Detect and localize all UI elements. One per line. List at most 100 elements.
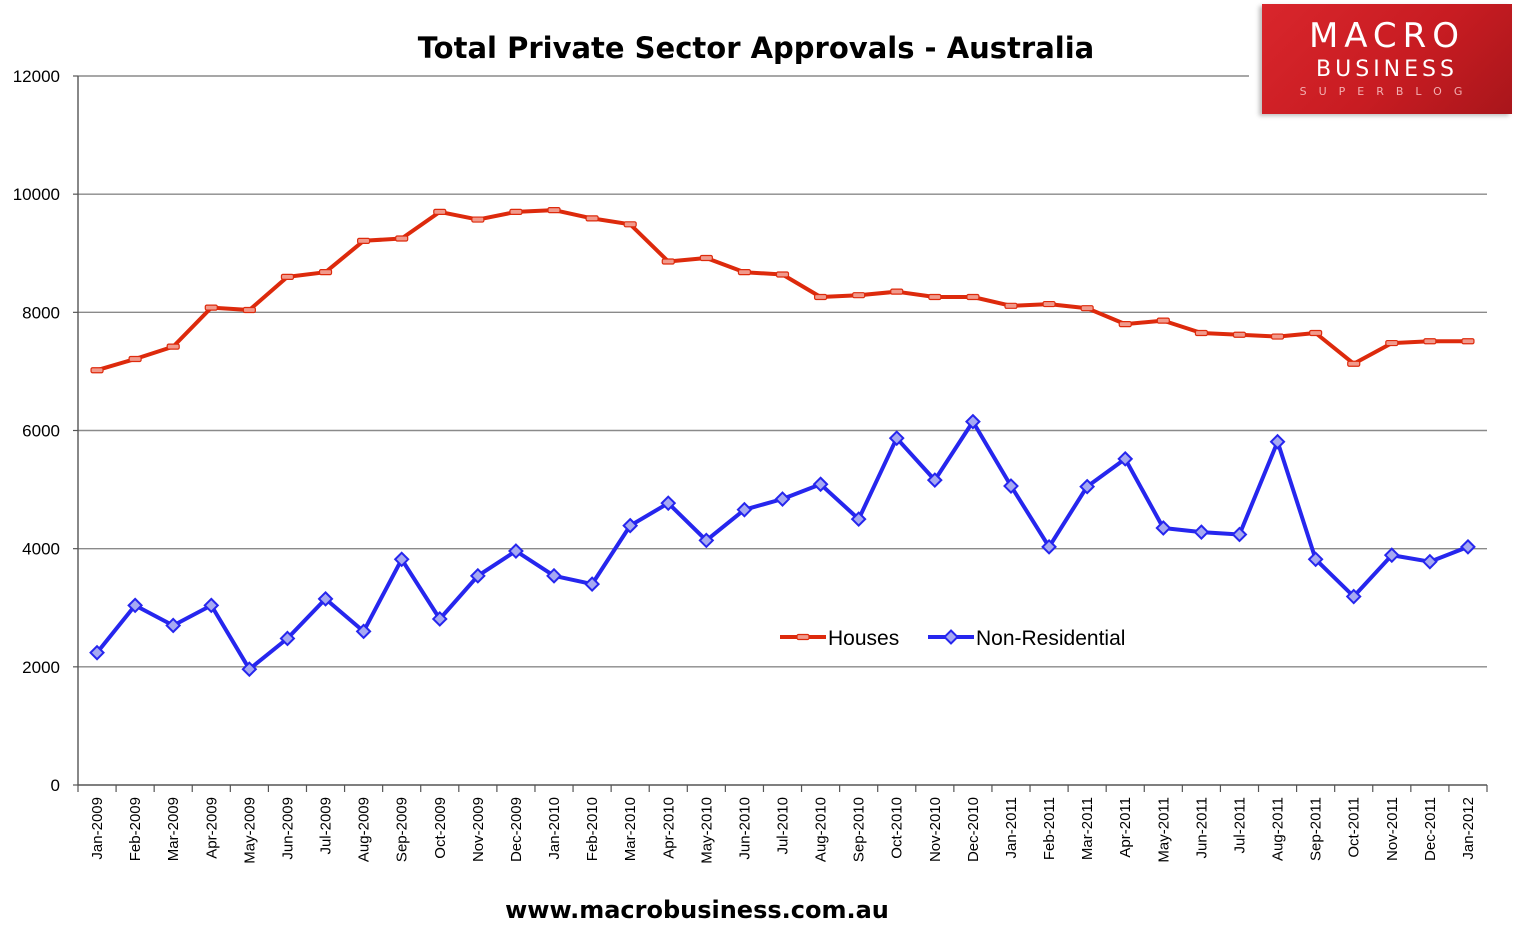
data-point-non-residential <box>660 495 677 512</box>
x-tick-label: Jul-2010 <box>775 797 792 855</box>
x-tick-label: May-2011 <box>1155 797 1172 863</box>
footer-url: www.macrobusiness.com.au <box>505 896 889 924</box>
data-point-houses <box>699 254 713 262</box>
data-point-houses <box>509 208 523 215</box>
x-tick-label: Jan-2011 <box>1003 797 1020 858</box>
data-point-houses <box>357 237 371 244</box>
data-point-non-residential <box>279 630 296 647</box>
data-point-non-residential <box>850 511 867 528</box>
data-point-non-residential <box>964 413 981 430</box>
axis-layer: 0 2000 4000 6000 8000 10000 12000 Jan-2009 Feb-2… <box>13 67 1488 864</box>
data-point-non-residential <box>355 623 372 640</box>
data-point-non-residential <box>1421 553 1438 570</box>
data-point-houses <box>90 367 104 374</box>
data-point-houses <box>966 293 980 301</box>
data-point-houses <box>1042 300 1056 308</box>
data-point-houses <box>280 273 295 280</box>
data-point-non-residential <box>584 576 601 593</box>
x-tick-label: Dec-2009 <box>508 797 525 862</box>
data-point-non-residential <box>1193 524 1210 541</box>
x-tick-label: Aug-2010 <box>813 797 830 862</box>
data-point-houses <box>318 269 333 276</box>
y-tick-label: 2000 <box>22 658 60 677</box>
legend: Houses Non-Residential <box>780 627 1125 650</box>
data-point-houses <box>890 288 904 295</box>
x-tick-label: Mar-2010 <box>622 797 639 861</box>
data-point-houses <box>661 258 675 265</box>
data-point-houses <box>128 355 142 363</box>
data-point-non-residential <box>1003 478 1019 494</box>
data-point-houses <box>928 293 942 301</box>
logo-line-2: BUSINESS <box>1316 57 1458 82</box>
data-point-houses <box>1423 338 1437 345</box>
data-point-non-residential <box>698 532 715 549</box>
legend-label-houses: Houses <box>828 627 899 650</box>
x-tick-label: Apr-2011 <box>1117 797 1134 858</box>
legend-label-non-residential: Non-Residential <box>976 627 1125 650</box>
data-point-non-residential <box>1460 538 1476 555</box>
data-point-non-residential <box>1269 433 1286 450</box>
data-point-non-residential <box>469 567 486 584</box>
data-point-non-residential <box>1307 551 1324 568</box>
series-line-houses <box>96 208 1468 373</box>
data-point-houses <box>204 304 218 311</box>
data-point-non-residential <box>1383 547 1400 564</box>
data-point-houses <box>1270 333 1285 340</box>
data-point-non-residential <box>926 472 943 489</box>
series-layer <box>89 207 1476 678</box>
x-tick-label: Jun-2010 <box>736 797 753 860</box>
x-tick-label: Jun-2011 <box>1193 797 1210 858</box>
data-point-non-residential <box>393 551 410 568</box>
y-tick-label: 12000 <box>13 67 60 86</box>
data-point-houses <box>1004 302 1018 309</box>
x-tick-label: Sep-2010 <box>851 797 868 862</box>
data-point-houses <box>547 207 561 214</box>
x-tick-label: Oct-2011 <box>1346 797 1363 858</box>
data-point-non-residential <box>1041 538 1057 555</box>
y-tick-label: 6000 <box>22 422 60 441</box>
data-point-houses <box>852 292 866 299</box>
x-tick-label: Feb-2011 <box>1041 797 1058 860</box>
logo-line-3: SUPERBLOG <box>1299 85 1475 98</box>
x-tick-label: Nov-2011 <box>1384 797 1401 861</box>
series-line-non-residential <box>95 419 1469 672</box>
x-tick-label: Apr-2009 <box>203 797 220 859</box>
x-tick-label: Nov-2009 <box>470 797 487 862</box>
data-point-non-residential <box>508 543 524 559</box>
data-point-houses <box>775 271 790 278</box>
x-tick-label: Oct-2010 <box>889 797 906 859</box>
x-tick-label: Jan-2009 <box>89 797 106 860</box>
data-point-non-residential <box>203 597 220 614</box>
data-point-houses <box>1118 321 1132 328</box>
y-tick-label: 4000 <box>22 540 60 559</box>
data-point-houses <box>1309 329 1323 337</box>
x-tick-label: Jan-2010 <box>546 797 563 860</box>
x-tick-label: Sep-2011 <box>1308 797 1325 861</box>
logo-line-1: MACRO <box>1308 16 1466 56</box>
legend-marker-houses <box>796 633 810 641</box>
data-point-houses <box>813 293 828 301</box>
data-point-non-residential <box>1079 478 1096 495</box>
y-tick-label: 0 <box>51 776 60 795</box>
x-tick-label: Mar-2011 <box>1079 797 1096 860</box>
y-tick-label: 8000 <box>22 303 60 322</box>
data-point-houses <box>1194 329 1208 337</box>
data-point-houses <box>1232 331 1247 338</box>
data-point-non-residential <box>888 430 905 447</box>
data-point-non-residential <box>127 597 144 614</box>
x-tick-label: Jul-2011 <box>1231 797 1248 853</box>
x-tick-label: Oct-2009 <box>432 797 449 859</box>
data-point-non-residential <box>1155 520 1172 536</box>
x-tick-label: Aug-2011 <box>1270 797 1287 861</box>
data-point-houses <box>395 235 409 242</box>
data-point-houses <box>1347 360 1361 367</box>
x-tick-label: Aug-2009 <box>356 797 373 862</box>
data-point-houses <box>1156 317 1170 324</box>
macrobusiness-logo: MACRO BUSINESS SUPERBLOG <box>1262 4 1512 114</box>
data-point-houses <box>433 208 447 215</box>
grid-layer <box>78 75 1487 668</box>
y-tick-label: 10000 <box>13 185 60 204</box>
data-point-houses <box>471 216 485 223</box>
legend-marker-non-residential <box>943 629 959 645</box>
